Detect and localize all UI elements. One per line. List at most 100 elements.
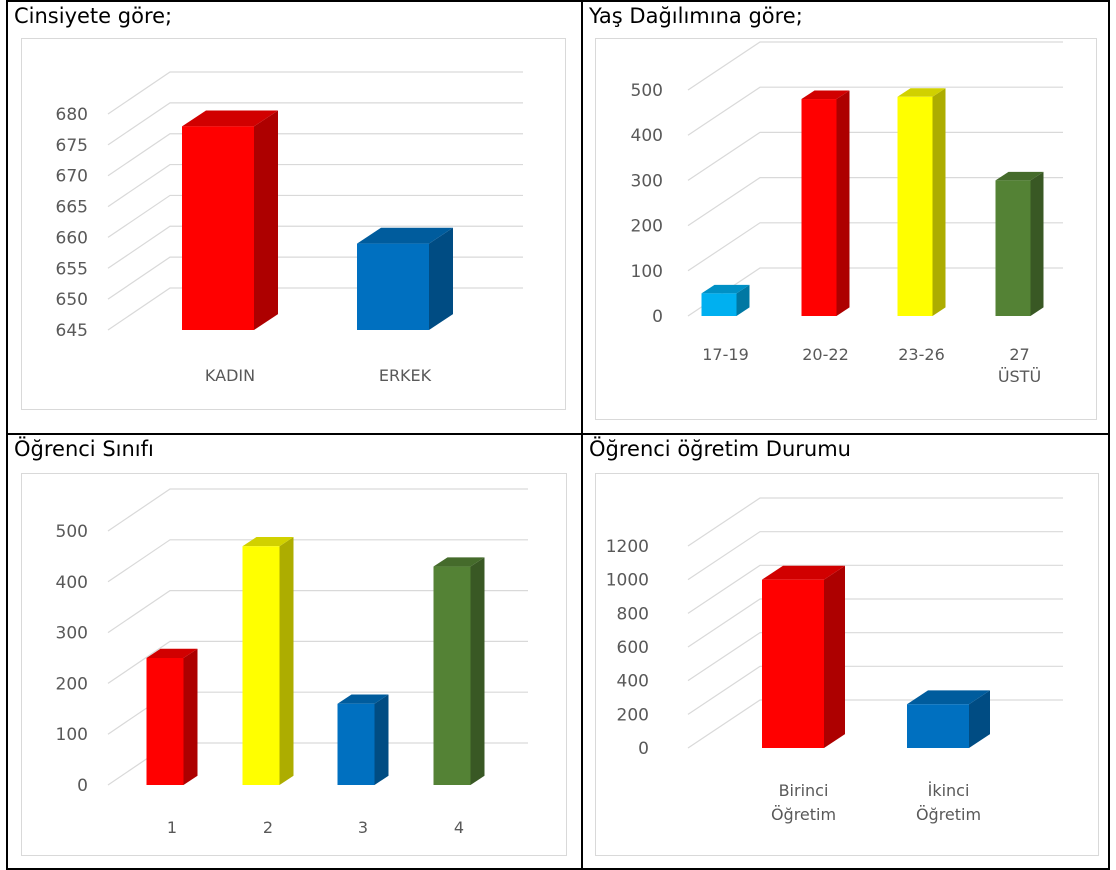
bar-top [433, 557, 485, 567]
bar-front [701, 293, 737, 316]
gridline [107, 133, 523, 177]
category-label: 23-26 [898, 345, 945, 364]
y-tick-label: 200 [617, 705, 649, 725]
category-label: 27 ÜSTÜ [998, 345, 1041, 386]
y-tick-label: 400 [56, 573, 88, 593]
y-tick-label: 0 [638, 739, 649, 759]
y-tick-label: 400 [617, 672, 649, 692]
table-border-left [6, 0, 8, 870]
category-label: 4 [454, 818, 464, 837]
gridline [687, 531, 1063, 581]
gridline [107, 640, 528, 684]
y-tick-label: 500 [56, 522, 88, 542]
y-tick-label: 800 [617, 604, 649, 624]
y-tick-label: 400 [631, 126, 663, 146]
bar-front [242, 546, 280, 785]
gridline [107, 71, 523, 115]
gender-chart-title: Cinsiyete göre; [14, 4, 173, 28]
gridline [107, 590, 528, 634]
gridline [107, 287, 523, 331]
category-label: 17-19 [702, 345, 749, 364]
gridline [687, 131, 1063, 181]
bar-side [470, 557, 485, 785]
bar-top [701, 284, 750, 294]
bar-front [433, 566, 471, 785]
gridline [687, 86, 1063, 136]
gridline [107, 488, 528, 532]
gridline [107, 194, 523, 238]
age-bar-chart: 0 100 200 300 400 500 17-19 20-22 23-26 27 ÜSTÜ [631, 41, 1063, 386]
y-tick-label: 1200 [606, 537, 649, 557]
y-tick-label: 500 [631, 81, 663, 101]
age-chart-cell: Yaş Dağılımına göre; 0 100 200 300 400 500 17-… [583, 2, 1108, 433]
y-tick-label: 600 [617, 638, 649, 658]
gridline [687, 41, 1063, 91]
bar-side [932, 88, 946, 316]
y-tick-label: 300 [56, 624, 88, 644]
bar-front [146, 658, 184, 785]
category-label: İkinci Öğretim [916, 781, 981, 824]
bar-front [801, 99, 837, 316]
bar-side [836, 90, 850, 317]
bar-top [357, 227, 453, 244]
y-tick-label: 645 [56, 321, 88, 341]
education-chart-title: Öğrenci öğretim Durumu [589, 437, 851, 461]
category-label: Birinci Öğretim [771, 781, 836, 824]
y-tick-label: 0 [652, 307, 663, 327]
y-tick-label: 100 [56, 725, 88, 745]
education-bar-chart: 0 200 400 600 800 1000 1200 Birinci Öğretim İkinc… [606, 497, 1063, 824]
education-chart-frame [595, 473, 1099, 856]
class-chart-title: Öğrenci Sınıfı [14, 437, 154, 461]
class-chart-cell: Öğrenci Sınıfı 0 100 200 300 400 500 1 2 3 4 [8, 435, 581, 868]
bar-front [357, 243, 429, 330]
table-border-right [1108, 0, 1110, 870]
gridline [687, 497, 1063, 547]
y-tick-label: 670 [56, 167, 88, 187]
category-label: 1 [167, 818, 177, 837]
bar-side [374, 694, 389, 785]
bar-side [1030, 171, 1044, 316]
gridline [687, 699, 1063, 749]
bar-top [182, 110, 278, 127]
bar-side [254, 110, 278, 330]
gridline [687, 632, 1063, 682]
gender-bar-chart: 645 650 655 660 665 670 675 680 KADIN ERKEK [56, 71, 523, 385]
bar-top [907, 690, 990, 705]
bar-side [429, 227, 453, 330]
gridline [107, 225, 523, 269]
y-tick-label: 1000 [606, 571, 649, 591]
table-border-top [6, 0, 1110, 2]
bar-front [995, 180, 1031, 316]
category-label: 20-22 [802, 345, 849, 364]
bar-top [897, 88, 946, 97]
category-label: ERKEK [379, 366, 432, 385]
gridline [687, 665, 1063, 715]
y-tick-label: 680 [56, 105, 88, 125]
y-tick-label: 665 [56, 198, 88, 218]
category-label: 3 [358, 818, 368, 837]
table-border-center [581, 0, 583, 870]
bar-side [969, 690, 990, 748]
y-tick-label: 675 [56, 136, 88, 156]
age-chart-title: Yaş Dağılımına göre; [589, 4, 803, 28]
gender-chart-cell: Cinsiyete göre; 645 650 655 660 665 670 675 680… [8, 2, 581, 433]
table-border-bottom [6, 868, 1110, 870]
y-tick-label: 655 [56, 259, 88, 279]
bar-side [824, 565, 845, 748]
bar-side [736, 284, 750, 316]
bar-top [995, 171, 1044, 181]
gridline [687, 222, 1063, 272]
bar-side [279, 537, 294, 785]
bar-top [762, 565, 845, 580]
category-label: KADIN [205, 366, 255, 385]
bar-top [146, 648, 198, 658]
gender-chart-frame [21, 38, 566, 410]
y-tick-label: 200 [631, 217, 663, 237]
class-bar-chart: 0 100 200 300 400 500 1 2 3 4 [56, 488, 528, 837]
y-tick-label: 0 [77, 776, 88, 796]
bar-front [182, 126, 254, 330]
gridline [687, 177, 1063, 227]
bar-top [801, 90, 850, 100]
bar-front [897, 96, 933, 316]
bar-side [183, 648, 198, 785]
